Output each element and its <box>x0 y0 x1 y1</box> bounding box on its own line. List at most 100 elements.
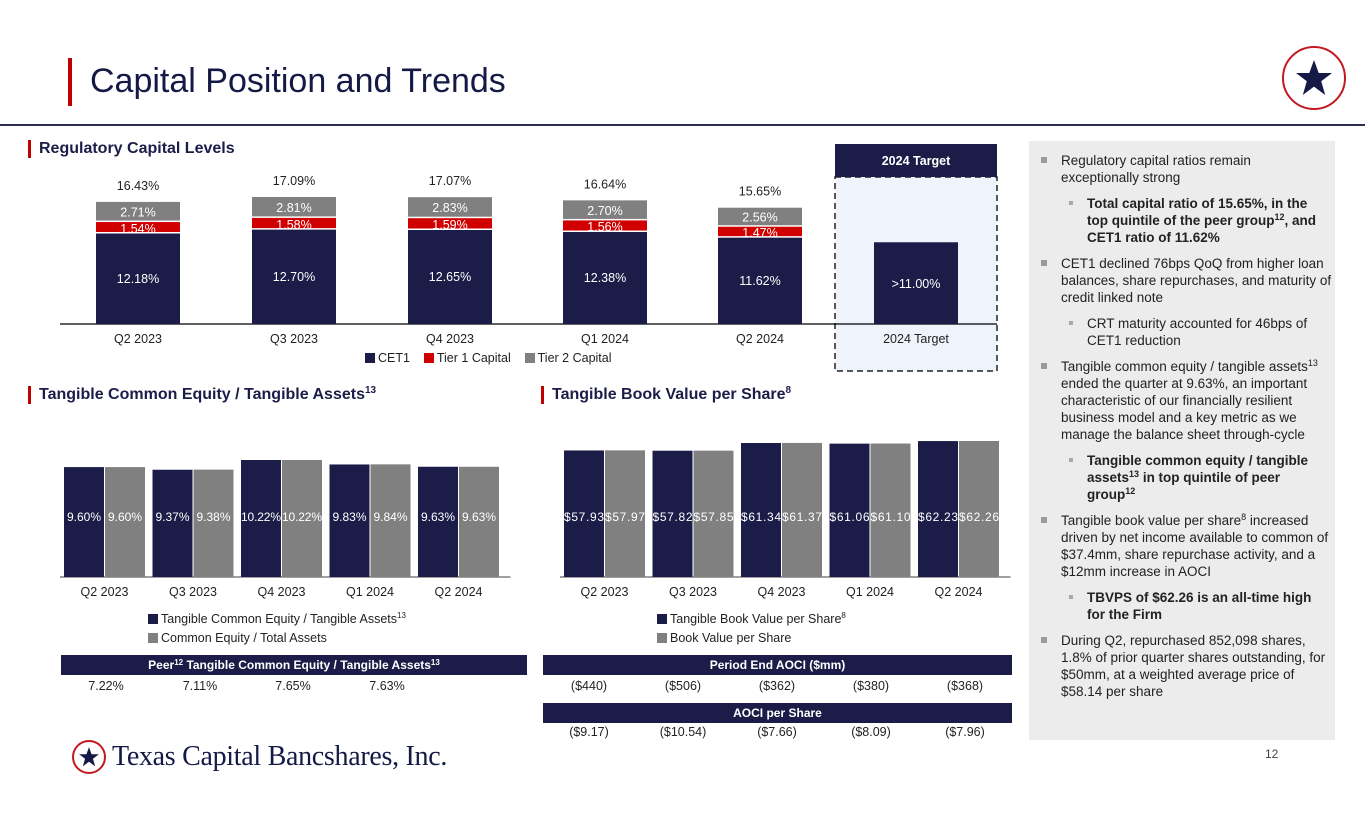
regulatory-capital-chart: 2024 Target 12.18% 1.54% 2.71% 16.43% Q2 2023… <box>60 144 998 372</box>
aoci-value: ($368) <box>946 679 984 693</box>
data-label: $62.23 <box>918 510 958 524</box>
aoci-per-share-row: ($9.17) ($10.54) ($7.66) ($8.09) ($7.96) <box>0 725 1020 743</box>
section-accent-bar <box>541 386 544 404</box>
data-label: 1.47% <box>742 226 777 240</box>
bar-secondary <box>870 443 911 577</box>
legend-item-tier2: Tier 2 Capital <box>524 351 612 365</box>
data-label: 12.65% <box>429 270 471 284</box>
data-label: 9.83% <box>332 510 366 524</box>
bar-primary <box>152 469 193 577</box>
sub-bullet-item: Tangible common equity / tangible assets… <box>1040 452 1332 503</box>
tbv-title-text: Tangible Book Value per Share <box>552 386 786 403</box>
header-divider <box>0 124 1365 126</box>
bullet-item: Tangible book value per share8 increased… <box>1040 512 1332 580</box>
bar-secondary <box>193 469 234 577</box>
tce-legend: Tangible Common Equity / Tangible Assets… <box>148 610 406 648</box>
data-label: 12.18% <box>117 272 159 286</box>
bullet-item: During Q2, repurchased 852,098 shares, 1… <box>1040 632 1332 700</box>
bar-primary <box>418 466 458 577</box>
header-text: Tangible Common Equity / Tangible Assets <box>183 658 431 672</box>
data-label: 2.71% <box>120 205 155 219</box>
star-icon <box>1296 60 1332 95</box>
brand-logo <box>1282 46 1346 110</box>
bar-segment-tier1 <box>563 220 647 231</box>
bar-segment-tier1 <box>252 217 336 229</box>
x-tick-label: Q4 2023 <box>758 585 806 599</box>
bar-secondary <box>959 441 999 577</box>
legend-label: CET1 <box>378 351 410 365</box>
bar-segment-cet1 <box>718 237 802 324</box>
commentary-panel <box>1029 141 1335 740</box>
legend-swatch <box>657 633 667 643</box>
x-tick-label: Q2 2024 <box>736 332 784 346</box>
star-icon <box>79 747 99 767</box>
data-label: 12.70% <box>273 270 315 284</box>
x-tick-label: Q3 2023 <box>169 585 217 599</box>
data-label: 1.59% <box>432 218 467 232</box>
x-tick-label: Q1 2024 <box>581 332 629 346</box>
legend-label: Common Equity / Total Assets <box>161 631 327 645</box>
aoci-per-share-header: AOCI per Share <box>543 703 1012 723</box>
legend-item-tier1: Tier 1 Capital <box>423 351 511 365</box>
data-label: 12.38% <box>584 271 626 285</box>
x-tick-label: 2024 Target <box>883 332 949 346</box>
legend-label: Tangible Book Value per Share <box>670 612 842 626</box>
tce-title-text: Tangible Common Equity / Tangible Assets <box>39 386 365 403</box>
tce-section-title: Tangible Common Equity / Tangible Assets… <box>39 385 376 405</box>
bar-secondary <box>693 450 734 577</box>
bar-segment-cet1 <box>96 233 180 324</box>
bar-primary <box>829 443 870 577</box>
legend-item-tbvps: Tangible Book Value per Share8 <box>657 610 846 629</box>
legend-swatch <box>423 353 434 363</box>
regulatory-section-title: Regulatory Capital Levels <box>39 140 235 157</box>
x-tick-label: Q2 2024 <box>435 585 483 599</box>
peer-value: 7.65% <box>275 679 311 693</box>
footnote-ref: 13 <box>1307 358 1318 368</box>
bar-segment-cet1 <box>563 232 647 324</box>
tbv-chart: $57.93 $57.97 Q2 2023 $57.82 $57.85 Q3 2023 $6… <box>560 441 1011 599</box>
x-tick-label: Q3 2023 <box>270 332 318 346</box>
bar-segment-tier1 <box>718 226 802 237</box>
bar-primary <box>241 460 281 577</box>
data-label: $57.97 <box>605 510 645 524</box>
bar-primary <box>64 467 104 577</box>
legend-item-bvps: Book Value per Share <box>657 629 846 648</box>
footnote-ref: 8 <box>1241 512 1247 522</box>
x-tick-label: Q1 2024 <box>846 585 894 599</box>
data-label: $61.34 <box>741 510 781 524</box>
x-tick-label: Q2 2023 <box>81 585 129 599</box>
peer-table-header: Peer12 Tangible Common Equity / Tangible… <box>61 655 527 675</box>
legend-swatch <box>148 614 158 624</box>
aoci-table-header: Period End AOCI ($mm) <box>543 655 1012 675</box>
aoci-per-share-value: ($8.09) <box>851 725 891 739</box>
bullet-item: CET1 declined 76bps QoQ from higher loan… <box>1040 255 1332 306</box>
tbv-section-title: Tangible Book Value per Share8 <box>552 385 791 405</box>
legend-item-cet1: CET1 <box>365 351 410 365</box>
peer-values-row: 7.22% 7.11% 7.65% 7.63% <box>0 679 540 697</box>
peer-value: 7.22% <box>88 679 124 693</box>
footnote-ref: 12 <box>1125 486 1136 496</box>
data-label: $57.85 <box>694 510 734 524</box>
data-label: $57.93 <box>564 510 604 524</box>
data-label: 10.22% <box>241 510 281 524</box>
bar-segment-tier2 <box>252 197 336 217</box>
legend-swatch <box>657 614 667 624</box>
data-label: $61.37 <box>782 510 822 524</box>
legend-label: Tier 1 Capital <box>436 351 511 365</box>
data-label: 1.54% <box>120 222 155 236</box>
legend-swatch <box>365 353 375 363</box>
aoci-values-row: ($440) ($506) ($362) ($380) ($368) <box>0 679 1020 697</box>
footnote-ref: 8 <box>785 385 792 396</box>
bar-segment-cet1 <box>252 229 336 324</box>
regulatory-legend: CET1 Tier 1 Capital Tier 2 Capital <box>365 351 612 365</box>
page-title: Capital Position and Trends <box>90 62 506 100</box>
bar-segment-cet1 <box>408 230 492 324</box>
bar-segment-tier2 <box>563 200 647 219</box>
total-label: 17.07% <box>429 174 471 188</box>
aoci-value: ($506) <box>664 679 702 693</box>
x-tick-label: Q1 2024 <box>346 585 394 599</box>
data-label: $61.10 <box>871 510 911 524</box>
data-label: 9.84% <box>373 510 407 524</box>
bar-secondary <box>370 464 411 577</box>
footnote-ref: 8 <box>841 611 846 620</box>
